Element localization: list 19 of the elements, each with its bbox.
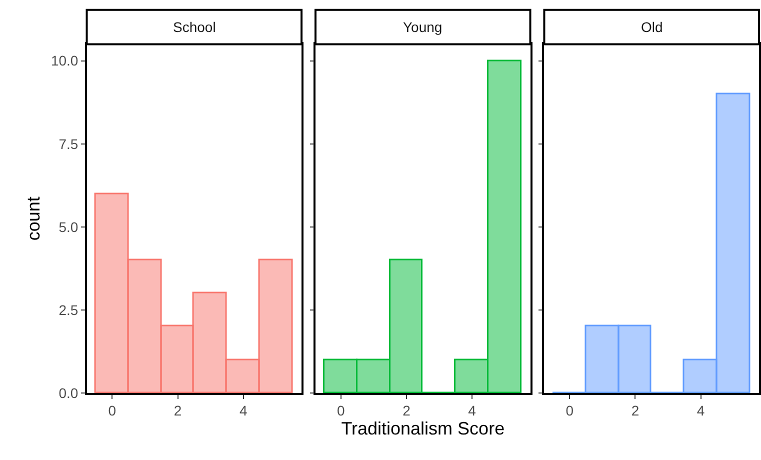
y-tick-label: 10.0: [50, 52, 78, 69]
x-tick-label: 4: [468, 402, 476, 419]
x-axis-title: Traditionalism Score: [341, 418, 505, 439]
y-axis-title: count: [24, 196, 44, 241]
x-tick-label: 0: [108, 402, 116, 419]
chart-title: Young: [403, 19, 442, 35]
x-tick-label: 0: [337, 402, 346, 419]
x-tick-label: 2: [631, 402, 640, 419]
y-tick-label: 0.0: [58, 384, 78, 401]
x-tick-label: 2: [174, 402, 182, 419]
chart-title: Old: [641, 19, 663, 35]
y-tick-label: 7.5: [58, 136, 78, 152]
chart-title: School: [173, 19, 216, 35]
y-tick-label: 2.5: [58, 302, 78, 318]
x-tick-label: 4: [696, 402, 705, 419]
x-tick-label: 4: [239, 402, 248, 419]
x-tick-label: 0: [566, 402, 574, 419]
y-tick-label: 5.0: [58, 218, 78, 235]
x-tick-label: 2: [402, 402, 411, 419]
